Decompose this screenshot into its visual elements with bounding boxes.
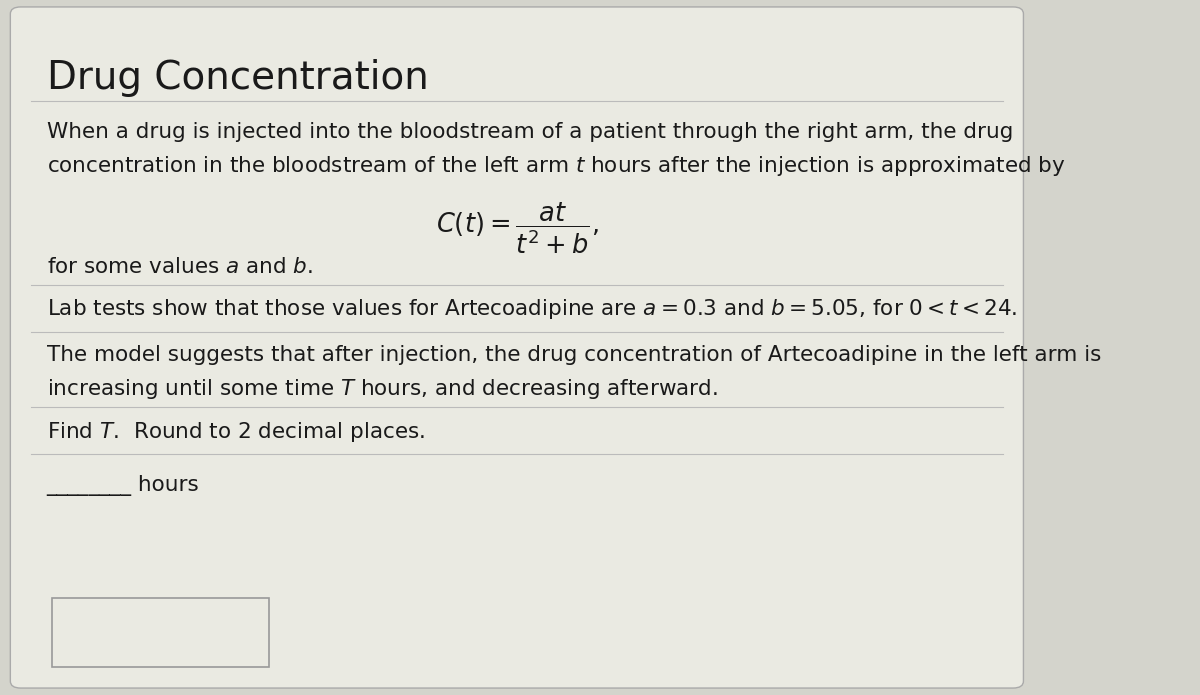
Text: Drug Concentration: Drug Concentration	[47, 59, 428, 97]
Text: When a drug is injected into the bloodstream of a patient through the right arm,: When a drug is injected into the bloodst…	[47, 122, 1013, 142]
Text: $C(t) = \dfrac{at}{t^2 + b},$: $C(t) = \dfrac{at}{t^2 + b},$	[436, 200, 599, 256]
Text: Find $T$.  Round to 2 decimal places.: Find $T$. Round to 2 decimal places.	[47, 420, 425, 444]
FancyBboxPatch shape	[52, 598, 269, 667]
Text: Lab tests show that those values for Artecoadipine are $a = 0.3$ and $b = 5.05$,: Lab tests show that those values for Art…	[47, 297, 1016, 322]
Text: concentration in the bloodstream of the left arm $t$ hours after the injection i: concentration in the bloodstream of the …	[47, 154, 1066, 179]
Text: ________ hours: ________ hours	[47, 475, 199, 496]
FancyBboxPatch shape	[11, 7, 1024, 688]
Text: for some values $a$ and $b$.: for some values $a$ and $b$.	[47, 257, 312, 277]
Text: increasing until some time $T$ hours, and decreasing afterward.: increasing until some time $T$ hours, an…	[47, 377, 718, 401]
Text: The model suggests that after injection, the drug concentration of Artecoadipine: The model suggests that after injection,…	[47, 345, 1100, 365]
